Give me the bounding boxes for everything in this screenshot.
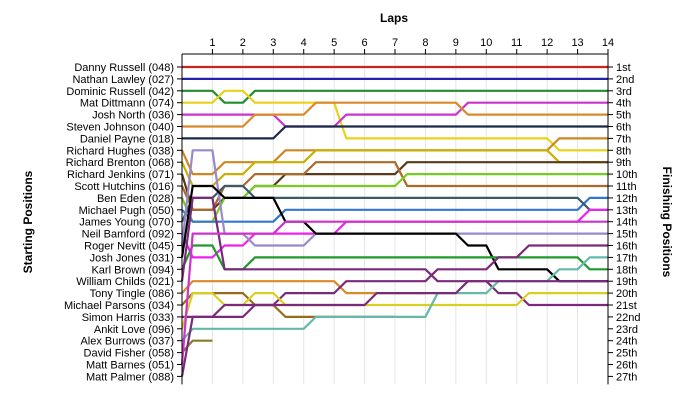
series-line — [180, 196, 608, 307]
chart-title: Laps — [380, 11, 408, 25]
finish-position-label: 19th — [616, 276, 637, 288]
lap-tick-label: 14 — [602, 37, 614, 49]
start-driver-label: Matt Barnes (051) — [86, 360, 174, 372]
start-driver-label: Richard Brenton (068) — [66, 157, 174, 169]
lap-tick-label: 8 — [422, 37, 428, 49]
series-line — [182, 101, 608, 128]
finish-position-label: 2nd — [616, 74, 634, 86]
start-driver-label: Matt Palmer (088) — [86, 371, 174, 383]
start-driver-label: Richard Hughes (038) — [66, 145, 174, 157]
y-axis-label-left: Starting Positions — [21, 170, 35, 273]
lap-tick-label: 4 — [301, 37, 307, 49]
lap-tick-label: 11 — [511, 37, 522, 49]
finish-position-label: 17th — [616, 252, 637, 264]
series-line — [182, 125, 608, 140]
start-driver-label: William Childs (021) — [76, 276, 174, 288]
finish-position-label: 22nd — [616, 312, 640, 324]
start-driver-label: Nathan Lawley (027) — [72, 74, 174, 86]
start-driver-label: Dominic Russell (042) — [66, 86, 174, 98]
series-line — [181, 339, 213, 354]
start-driver-label: Michael Pugh (050) — [79, 205, 174, 217]
series-lines — [180, 65, 608, 377]
finish-position-label: 16th — [616, 241, 637, 253]
start-driver-label: Ben Eden (028) — [97, 193, 174, 205]
finishing-axis — [607, 54, 613, 385]
start-driver-label: Michael Parsons (034) — [64, 300, 174, 312]
start-driver-label: James Young (070) — [79, 217, 174, 229]
finish-position-label: 20th — [616, 288, 637, 300]
lap-tick-label: 13 — [571, 37, 583, 49]
finish-position-label: 1st — [616, 62, 631, 74]
start-driver-label: Scott Hutchins (016) — [74, 181, 174, 193]
start-driver-label: Josh Jones (031) — [90, 252, 174, 264]
start-driver-label: Steven Johnson (040) — [66, 122, 174, 134]
lap-tick-label: 3 — [270, 37, 276, 49]
finish-position-label: 7th — [616, 133, 631, 145]
lap-tick-label: 6 — [362, 37, 368, 49]
finish-position-label: 9th — [616, 157, 631, 169]
finish-position-label: 23rd — [616, 324, 638, 336]
series-line — [182, 101, 608, 128]
series-line — [180, 184, 608, 223]
series-line — [180, 184, 608, 283]
finish-position-label: 11th — [616, 181, 637, 193]
lap-tick-label: 10 — [480, 37, 492, 49]
finish-position-label: 27th — [616, 371, 637, 383]
finish-position-label: 13th — [616, 205, 637, 217]
series-line — [180, 220, 608, 365]
finish-position-label: 14th — [616, 217, 637, 229]
start-driver-label: Danny Russell (048) — [74, 62, 174, 74]
lap-tick-label: 1 — [209, 37, 215, 49]
lap-tick-label: 5 — [331, 37, 337, 49]
start-driver-label: Tony Tingle (086) — [90, 288, 174, 300]
start-driver-label: Mat Dittmann (074) — [80, 98, 174, 110]
finish-position-label: 4th — [616, 98, 631, 110]
start-driver-label: Karl Brown (094) — [91, 264, 174, 276]
finish-position-label: 5th — [616, 110, 631, 122]
series-line — [180, 149, 608, 188]
finish-position-label: 10th — [616, 169, 637, 181]
finish-position-label: 21st — [616, 300, 637, 312]
series-line — [182, 244, 608, 318]
finish-position-label: 25th — [616, 348, 637, 360]
finish-position-label: 18th — [616, 264, 637, 276]
y-axis-label-right: Finishing Positions — [660, 167, 674, 278]
lap-tick-label: 2 — [240, 37, 246, 49]
finish-position-label: 8th — [616, 145, 631, 157]
lap-tick-label: 7 — [392, 37, 398, 49]
series-line — [180, 280, 608, 377]
finish-position-label: 24th — [616, 336, 637, 348]
series-line — [182, 89, 608, 104]
series-line — [181, 196, 608, 223]
start-driver-label: Daniel Payne (018) — [80, 133, 174, 145]
start-driver-label: Neil Bamford (092) — [82, 229, 174, 241]
start-driver-label: David Fisher (058) — [84, 348, 174, 360]
starting-axis — [177, 54, 183, 385]
start-driver-label: Ankit Love (096) — [94, 324, 174, 336]
start-driver-label: Josh North (036) — [92, 110, 174, 122]
finish-position-label: 26th — [616, 360, 637, 372]
series-line — [181, 280, 426, 295]
start-driver-label: Roger Nevitt (045) — [84, 241, 174, 253]
finish-position-label: 12th — [616, 193, 637, 205]
finish-position-label: 6th — [616, 122, 631, 134]
series-line — [182, 89, 608, 152]
start-driver-label: Richard Jenkins (071) — [67, 169, 174, 181]
start-driver-label: Alex Burrows (037) — [80, 336, 174, 348]
series-line — [181, 256, 608, 342]
start-driver-label: Simon Harris (033) — [82, 312, 174, 324]
finish-position-label: 15th — [616, 229, 637, 241]
finish-position-label: 3rd — [616, 86, 632, 98]
lap-tick-label: 12 — [541, 37, 553, 49]
lap-tick-label: 9 — [453, 37, 459, 49]
